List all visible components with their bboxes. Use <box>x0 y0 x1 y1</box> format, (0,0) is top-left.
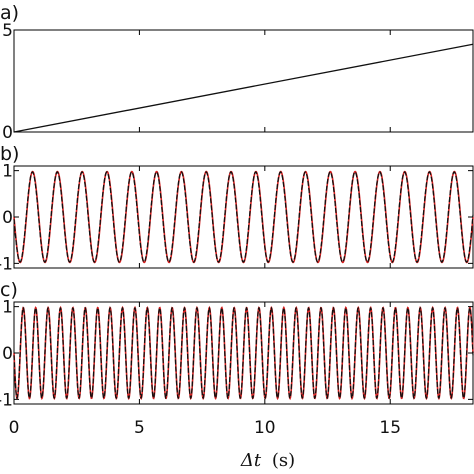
panel-b-ytick-label: 1 <box>2 162 13 182</box>
x-tick-label: 5 <box>134 418 145 438</box>
x-axis-label-unit: (s) <box>272 450 295 471</box>
x-axis-label-symbol: Δt <box>240 450 262 471</box>
panel-a-frame <box>13 29 474 133</box>
panel-b-series-red <box>13 170 474 264</box>
x-tick-label: 10 <box>254 418 276 438</box>
panel-b-frame <box>13 165 474 269</box>
panel-c-series-black <box>13 306 474 400</box>
x-tick-label: 15 <box>379 418 401 438</box>
panel-b-plot <box>13 170 474 264</box>
x-axis-label: Δt (s) <box>240 450 295 471</box>
panel-label-b: b) <box>0 143 19 165</box>
panel-b-series-black <box>13 171 474 263</box>
panel-b-ytick-label: 0 <box>2 208 13 228</box>
panel-c-ytick-label: -1 <box>0 390 13 410</box>
panel-c-plot <box>13 305 474 401</box>
panel-a-plot <box>13 43 474 133</box>
panel-a-series-line <box>13 43 474 133</box>
panel-a-ytick-label: 0 <box>2 123 13 143</box>
panel-label-a: a) <box>0 2 19 24</box>
panel-a-ytick-label: 5 <box>2 21 13 41</box>
x-tick-label: 0 <box>9 418 20 438</box>
panel-c-ytick-label: 1 <box>2 298 13 318</box>
panel-b-ytick-label: -1 <box>0 254 13 274</box>
panel-label-c: c) <box>0 279 18 301</box>
panel-c-ytick-label: 0 <box>2 344 13 364</box>
